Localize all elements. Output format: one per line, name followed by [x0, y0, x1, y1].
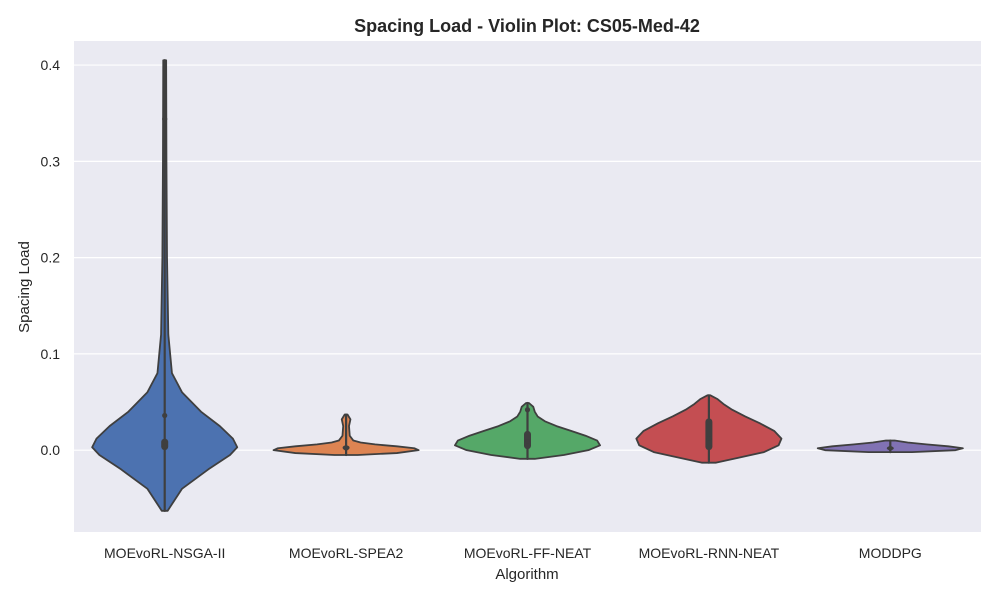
- x-tick-label: MOEvoRL-FF-NEAT: [464, 545, 592, 561]
- y-tick-label: 0.3: [41, 153, 61, 169]
- violin-median: [162, 443, 168, 449]
- x-tick-labels: MOEvoRL-NSGA-II MOEvoRL-SPEA2 MOEvoRL-FF-N…: [104, 545, 922, 561]
- chart-title: Spacing Load - Violin Plot: CS05-Med-42: [354, 16, 700, 36]
- violin-point: [524, 407, 531, 413]
- violin-median: [887, 445, 893, 451]
- y-axis-label: Spacing Load: [16, 241, 33, 333]
- x-tick-label: MOEvoRL-RNN-NEAT: [639, 545, 780, 561]
- violin-point: [162, 116, 168, 122]
- violin-median: [706, 436, 712, 442]
- y-tick-label: 0.4: [41, 57, 61, 73]
- x-axis-label: Algorithm: [495, 566, 558, 583]
- y-tick-label: 0.0: [41, 442, 61, 458]
- violin-median: [525, 439, 530, 444]
- y-tick-labels: 0.0 0.1 0.2 0.3 0.4: [41, 57, 61, 458]
- y-tick-label: 0.1: [41, 346, 61, 362]
- x-tick-label: MODDPG: [859, 545, 922, 561]
- violin-iqr-box: [705, 418, 713, 451]
- y-tick-label: 0.2: [41, 250, 61, 266]
- violins-group: [91, 59, 964, 512]
- violin-median: [343, 445, 349, 451]
- violin-1: [91, 59, 239, 512]
- violin-4: [635, 394, 783, 464]
- x-tick-label: MOEvoRL-NSGA-II: [104, 545, 225, 561]
- violin-point: [162, 412, 168, 419]
- x-tick-label: MOEvoRL-SPEA2: [289, 545, 404, 561]
- violin-2: [272, 413, 420, 457]
- violin-5: [816, 439, 964, 454]
- violin-3: [454, 401, 601, 460]
